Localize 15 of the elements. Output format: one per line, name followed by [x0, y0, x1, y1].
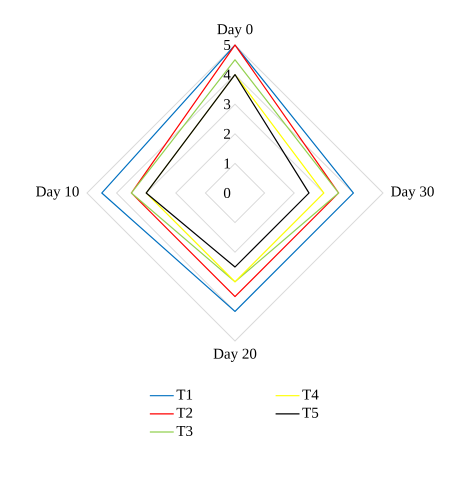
- spoke-label: Day 20: [214, 348, 256, 362]
- legend-label: T2: [176, 408, 192, 418]
- spoke-label: Day 0: [217, 24, 253, 38]
- legend-label: T4: [302, 390, 319, 400]
- y-tick-label: 1: [224, 158, 230, 168]
- y-tick-label: 0: [224, 188, 230, 198]
- legend-label: T1: [176, 390, 192, 400]
- legend-label: T3: [176, 426, 192, 436]
- y-tick-label: 5: [224, 40, 230, 50]
- spoke-label: Day 30: [391, 186, 434, 200]
- spoke-label: Day 10: [36, 186, 79, 200]
- y-tick-label: 2: [224, 128, 230, 139]
- y-tick-label: 3: [224, 99, 230, 110]
- legend-label: T5: [302, 408, 318, 418]
- y-tick-label: 4: [224, 70, 231, 80]
